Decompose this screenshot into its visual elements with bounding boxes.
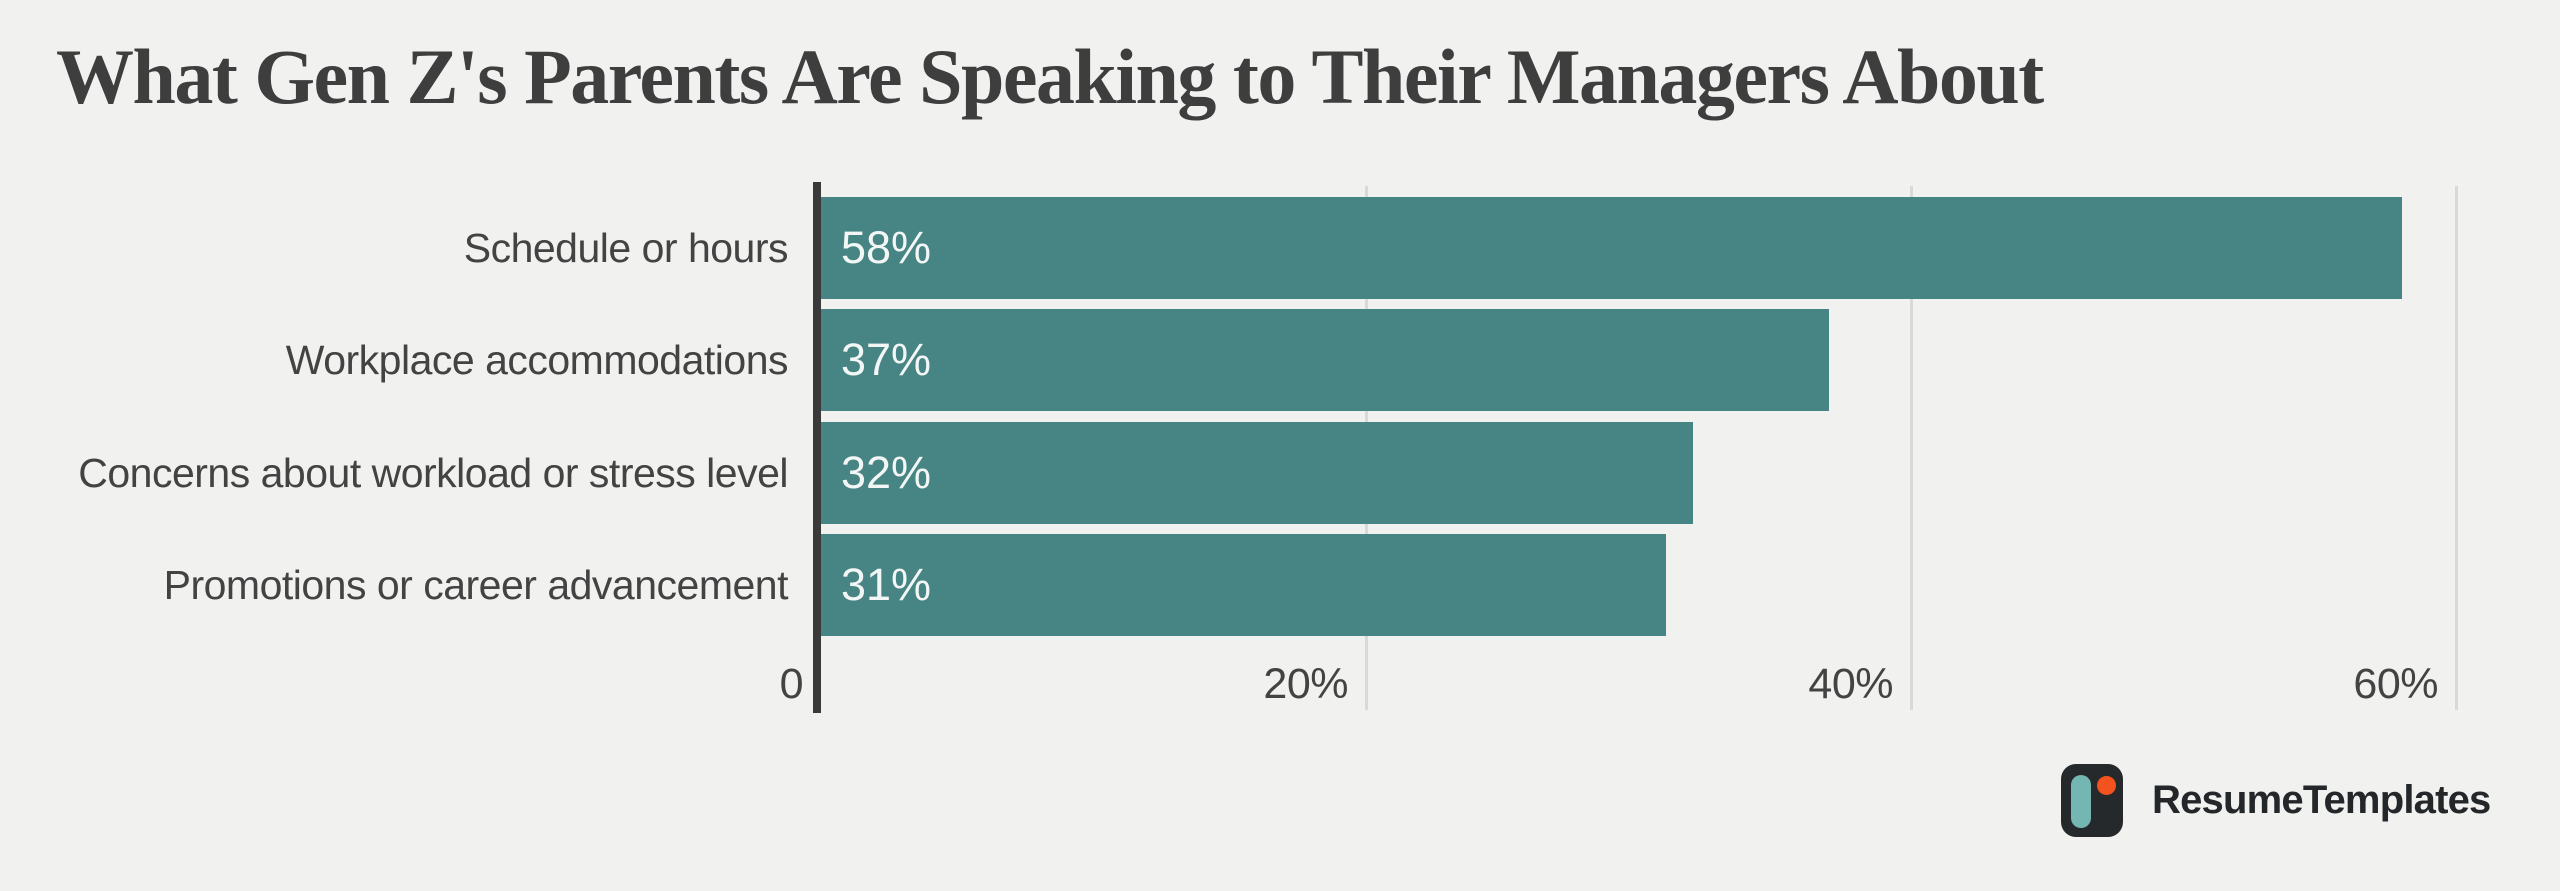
logo-pill-shape — [2071, 774, 2091, 828]
x-gridline — [2454, 186, 2458, 710]
bar: 58% — [821, 197, 2402, 299]
bar: 31% — [821, 533, 1666, 636]
bar-value-label: 58% — [841, 222, 932, 273]
x-tick-label: 40% — [1808, 660, 1893, 708]
y-axis-line — [813, 182, 821, 713]
category-label: Concerns about workload or stress level — [78, 449, 788, 496]
bar: 32% — [821, 421, 1693, 524]
x-gridline — [1909, 186, 1913, 710]
category-label: Promotions or career advancement — [163, 561, 789, 608]
resumetemplates-logo-icon — [2061, 763, 2123, 837]
resumetemplates-logo: ResumeTemplates — [2061, 763, 2491, 837]
x-tick-label: 60% — [2353, 660, 2438, 708]
bar-value-label: 32% — [841, 446, 932, 498]
bar-value-label: 37% — [841, 334, 932, 386]
x-tick-label: 0 — [779, 660, 804, 708]
logo-wordmark: ResumeTemplates — [2152, 777, 2491, 822]
logo-orange-dot — [2097, 775, 2116, 795]
x-tick-label: 20% — [1263, 660, 1348, 708]
bar: 37% — [821, 309, 1830, 412]
bar-value-label: 31% — [841, 558, 932, 610]
category-label: Workplace accommodations — [285, 337, 789, 384]
chart-title: What Gen Z's Parents Are Speaking to The… — [56, 33, 2044, 120]
category-label: Schedule or hours — [463, 225, 789, 271]
